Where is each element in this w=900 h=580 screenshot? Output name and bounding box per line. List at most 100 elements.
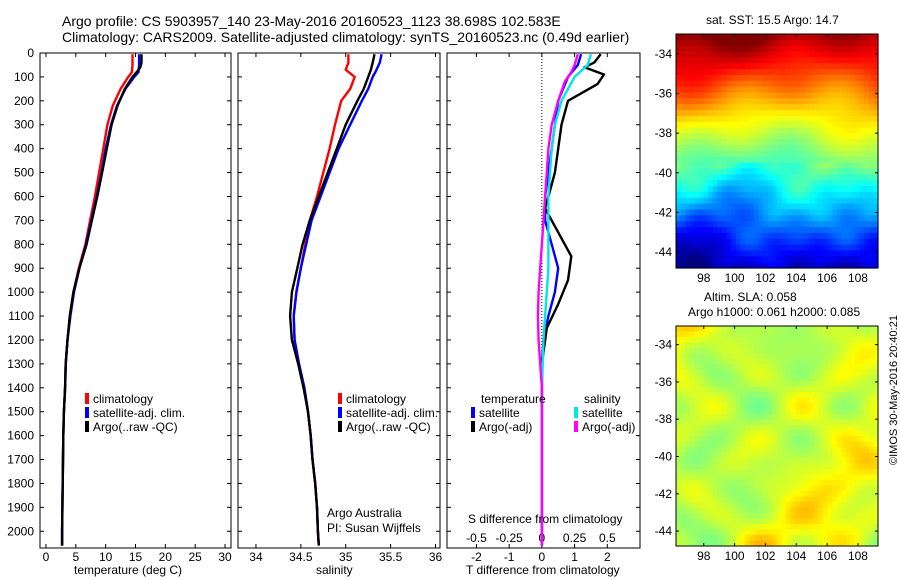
map-cell (868, 197, 875, 205)
map-cell (850, 168, 856, 175)
map-cell (804, 221, 810, 228)
map-cell (777, 86, 783, 94)
map-y-tick-label: -36 (655, 86, 673, 100)
map-cell (799, 151, 806, 158)
map-cell (685, 375, 691, 382)
map-cell (721, 69, 728, 76)
map-cell (841, 63, 847, 70)
map-cell (735, 480, 741, 487)
map-cell (845, 458, 852, 465)
map-cell (818, 145, 824, 152)
map-cell (859, 529, 865, 536)
map-cell (827, 419, 833, 426)
map-cell (712, 359, 718, 366)
map-cell (818, 447, 824, 454)
map-cell (708, 39, 714, 47)
map-cell (836, 502, 842, 509)
map-cell (841, 186, 847, 193)
map-cell (758, 414, 764, 421)
map-cell (726, 262, 732, 269)
map-cell (767, 524, 774, 531)
map-cell (726, 156, 732, 164)
map-cell (680, 168, 686, 175)
map-cell (708, 463, 714, 470)
map-cell (717, 151, 723, 158)
map-cell (799, 524, 806, 531)
map-cell (832, 80, 838, 88)
map-cell (680, 197, 686, 205)
map-cell (708, 162, 714, 170)
map-cell (781, 51, 787, 58)
map-cell (698, 244, 705, 252)
map-cell (827, 403, 833, 410)
map-cell (712, 250, 718, 257)
map-cell (758, 386, 764, 393)
map-cell (721, 45, 728, 53)
map-cell (680, 145, 686, 152)
map-cell (698, 127, 705, 135)
map-cell (689, 174, 695, 181)
map-cell (777, 535, 783, 542)
map-cell (804, 86, 810, 94)
map-cell (781, 191, 787, 199)
map-cell (795, 397, 801, 404)
map-cell (818, 115, 824, 123)
map-cell (799, 386, 806, 393)
map-cell (845, 326, 852, 333)
map-cell (731, 381, 737, 388)
map-cell (836, 203, 842, 211)
map-cell (841, 203, 847, 211)
map-cell (754, 156, 760, 164)
map-cell (781, 518, 787, 525)
map-cell (717, 57, 723, 64)
map-cell (680, 458, 686, 465)
map-cell (836, 326, 842, 333)
map-cell (850, 57, 856, 64)
map-cell (827, 414, 833, 421)
map-cell (836, 63, 842, 70)
map-cell (804, 452, 810, 459)
map-cell (676, 524, 682, 531)
map-cell (763, 80, 769, 88)
map-cell (799, 463, 806, 470)
map-cell (708, 408, 714, 415)
map-cell (804, 256, 810, 263)
map-cell (790, 491, 796, 498)
map-cell (744, 348, 751, 355)
map-cell (685, 529, 691, 536)
map-cell (680, 480, 686, 487)
map-cell (758, 364, 764, 371)
map-cell (721, 86, 728, 94)
map-cell (680, 452, 686, 459)
map-cell (841, 209, 847, 216)
map-cell (721, 458, 728, 465)
map-cell (809, 480, 815, 487)
map-cell (845, 151, 852, 158)
map-cell (781, 507, 787, 514)
map-cell (698, 115, 705, 123)
map-cell (777, 513, 783, 520)
sst-map-title: sat. SST: 15.5 Argo: 14.7 (706, 13, 839, 27)
map-cell (813, 474, 819, 481)
map-cell (680, 127, 686, 135)
map-cell (864, 463, 870, 470)
map-cell (731, 256, 737, 263)
map-cell (740, 381, 746, 388)
map-cell (694, 209, 700, 216)
map-cell (804, 133, 810, 140)
map-cell (754, 513, 760, 520)
map-cell (827, 98, 833, 105)
map-cell (873, 121, 879, 129)
map-cell (676, 256, 682, 263)
map-cell (813, 127, 819, 135)
map-cell (868, 425, 875, 432)
map-cell (786, 92, 792, 99)
map-cell (845, 403, 852, 410)
map-cell (721, 480, 728, 487)
map-cell (850, 110, 856, 117)
map-cell (685, 221, 691, 228)
map-cell (850, 145, 856, 152)
map-cell (685, 197, 691, 205)
map-cell (708, 518, 714, 525)
map-cell (845, 110, 852, 117)
